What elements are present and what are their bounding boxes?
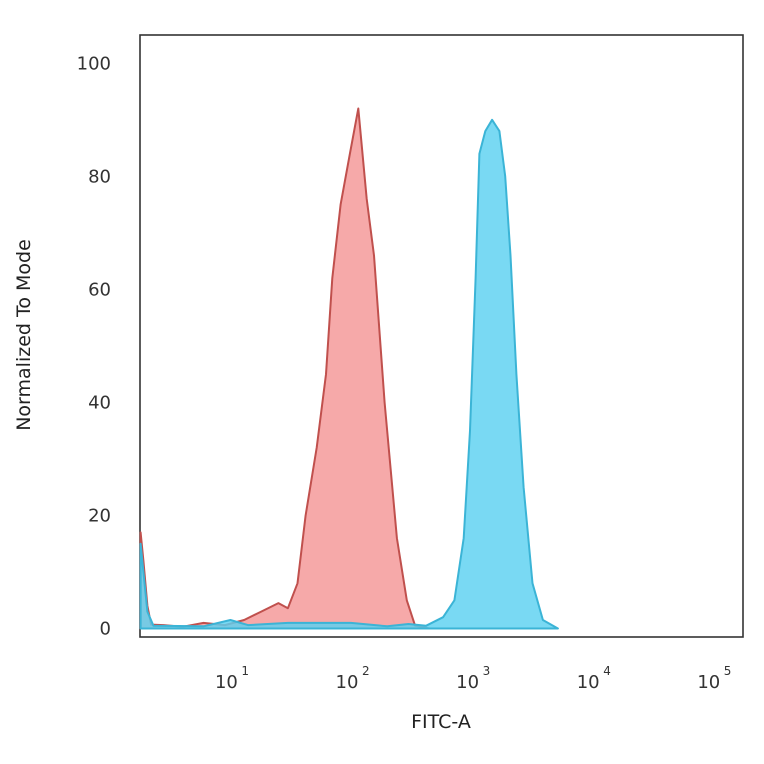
- y-tick-label: 60: [88, 279, 111, 300]
- y-tick-label: 20: [88, 505, 111, 526]
- plot-frame: [139, 34, 744, 638]
- y-tick-label: 40: [88, 392, 111, 413]
- x-tick-label: 10: [456, 672, 479, 693]
- series-layer: [139, 107, 559, 630]
- x-tick-label: 10: [697, 672, 720, 693]
- series-2-area: [139, 118, 559, 630]
- x-tick-label: 10: [215, 672, 238, 693]
- x-tick-exponent: 4: [603, 664, 611, 678]
- x-tick-exponent: 3: [483, 664, 491, 678]
- y-tick-label: 0: [100, 619, 111, 640]
- x-tick-exponent: 2: [362, 664, 370, 678]
- y-tick-label: 80: [88, 166, 111, 187]
- x-tick-label: 10: [336, 672, 359, 693]
- y-axis-ticks: 0 20 40 60 80 100: [77, 53, 111, 639]
- x-tick-exponent: 1: [241, 664, 249, 678]
- x-axis-title: FITC-A: [411, 711, 471, 733]
- y-axis-title: Normalized To Mode: [13, 239, 35, 431]
- x-tick-label: 10: [577, 672, 600, 693]
- y-tick-label: 100: [77, 53, 111, 74]
- x-tick-exponent: 5: [724, 664, 732, 678]
